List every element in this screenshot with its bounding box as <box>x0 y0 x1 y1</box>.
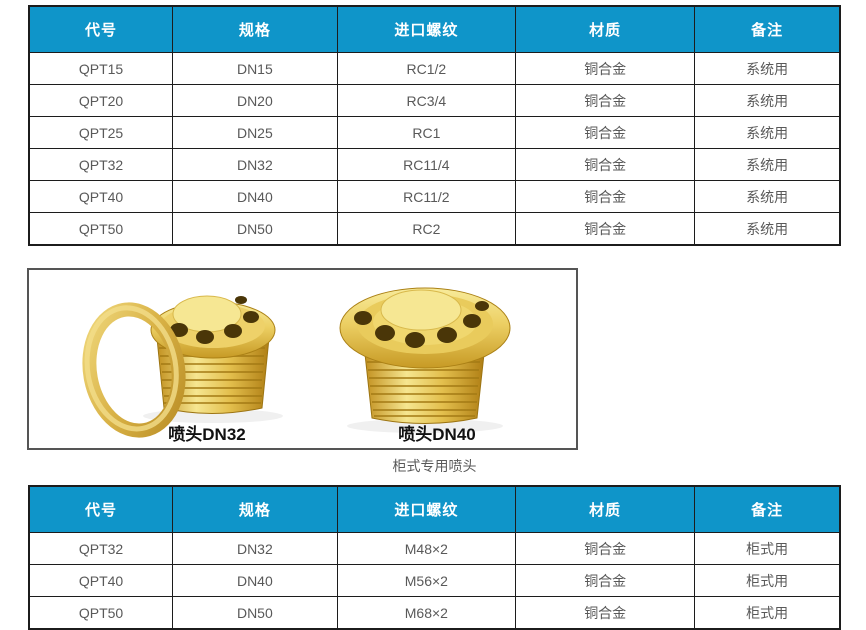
sprinkler-dn40-illustration <box>339 287 511 424</box>
table-cell: 系统用 <box>694 84 841 117</box>
column-header: 进口螺纹 <box>336 5 517 53</box>
column-header: 代号 <box>28 485 174 533</box>
table-cell: 系统用 <box>694 148 841 181</box>
table-cell: QPT50 <box>28 212 174 246</box>
column-header: 备注 <box>694 5 841 53</box>
table-cell: DN32 <box>172 148 338 181</box>
table-cell: DN50 <box>172 212 338 246</box>
table-cell: M56×2 <box>336 564 517 597</box>
table-cell: 柜式用 <box>694 596 841 630</box>
table-cell: 铜合金 <box>515 212 696 246</box>
column-header: 进口螺纹 <box>336 485 517 533</box>
table-cell: 系统用 <box>694 116 841 149</box>
table-row: QPT15 DN15 RC1/2 铜合金 系统用 <box>28 52 841 85</box>
column-header: 材质 <box>515 5 696 53</box>
table-row: QPT40 DN40 M56×2 铜合金 柜式用 <box>28 564 841 597</box>
table-cell: QPT40 <box>28 180 174 213</box>
table-cell: DN40 <box>172 564 338 597</box>
table-cell: 铜合金 <box>515 148 696 181</box>
table-header-row: 代号 规格 进口螺纹 材质 备注 <box>28 5 841 53</box>
brass-sprinkler-photo <box>82 287 511 438</box>
table-cell: 柜式用 <box>694 564 841 597</box>
system-sprinkler-spec-table: 代号 规格 进口螺纹 材质 备注 QPT15 DN15 RC1/2 铜合金 系统用 QPT20 DN2… <box>28 5 841 246</box>
table-cell: DN40 <box>172 180 338 213</box>
table-cell: M48×2 <box>336 532 517 565</box>
table-cell: RC11/4 <box>336 148 517 181</box>
table-cell: 系统用 <box>694 180 841 213</box>
table-row: QPT50 DN50 RC2 铜合金 系统用 <box>28 212 841 246</box>
table-cell: QPT32 <box>28 148 174 181</box>
table-cell: 铜合金 <box>515 564 696 597</box>
table-cell: 铜合金 <box>515 532 696 565</box>
table-cell: RC2 <box>336 212 517 246</box>
figure-caption: 柜式专用喷头 <box>392 458 477 474</box>
table-cell: DN15 <box>172 52 338 85</box>
table-row: QPT20 DN20 RC3/4 铜合金 系统用 <box>28 84 841 117</box>
table-cell: QPT50 <box>28 596 174 630</box>
sprinkler-dn32-illustration <box>150 295 276 414</box>
table-row: QPT32 DN32 RC11/4 铜合金 系统用 <box>28 148 841 181</box>
figure-section: 喷头DN32 喷头DN40 柜式专用喷头 <box>0 268 866 476</box>
table-cell: 铜合金 <box>515 52 696 85</box>
figure-label-dn32: 喷头DN32 <box>168 425 246 444</box>
table-cell: QPT15 <box>28 52 174 85</box>
figure-label-dn40: 喷头DN40 <box>398 425 476 444</box>
table-cell: RC3/4 <box>336 84 517 117</box>
table-cell: DN50 <box>172 596 338 630</box>
table-cell: 柜式用 <box>694 532 841 565</box>
table-cell: RC1 <box>336 116 517 149</box>
table-cell: RC1/2 <box>336 52 517 85</box>
table-cell: DN25 <box>172 116 338 149</box>
table-cell: QPT32 <box>28 532 174 565</box>
table-cell: QPT25 <box>28 116 174 149</box>
table-cell: QPT20 <box>28 84 174 117</box>
seal-ring-illustration <box>82 302 186 438</box>
table-row: QPT25 DN25 RC1 铜合金 系统用 <box>28 116 841 149</box>
table-cell: QPT40 <box>28 564 174 597</box>
table-row: QPT32 DN32 M48×2 铜合金 柜式用 <box>28 532 841 565</box>
table-cell: 铜合金 <box>515 180 696 213</box>
table-cell: M68×2 <box>336 596 517 630</box>
column-header: 代号 <box>28 5 174 53</box>
cabinet-sprinkler-spec-table: 代号 规格 进口螺纹 材质 备注 QPT32 DN32 M48×2 铜合金 柜式用 QPT40 DN4… <box>28 485 841 630</box>
table-row: QPT40 DN40 RC11/2 铜合金 系统用 <box>28 180 841 213</box>
table-cell: 系统用 <box>694 212 841 246</box>
product-spec-page: 代号 规格 进口螺纹 材质 备注 QPT15 DN15 RC1/2 铜合金 系统用 QPT20 DN2… <box>0 5 866 630</box>
column-header: 规格 <box>172 485 338 533</box>
table-cell: DN32 <box>172 532 338 565</box>
table-cell: 铜合金 <box>515 84 696 117</box>
product-photo-box: 喷头DN32 喷头DN40 <box>27 268 578 450</box>
table-row: QPT50 DN50 M68×2 铜合金 柜式用 <box>28 596 841 630</box>
column-header: 材质 <box>515 485 696 533</box>
column-header: 备注 <box>694 485 841 533</box>
table-header-row: 代号 规格 进口螺纹 材质 备注 <box>28 485 841 533</box>
column-header: 规格 <box>172 5 338 53</box>
table-cell: 铜合金 <box>515 596 696 630</box>
table-cell: 系统用 <box>694 52 841 85</box>
table-cell: DN20 <box>172 84 338 117</box>
table-cell: RC11/2 <box>336 180 517 213</box>
table-cell: 铜合金 <box>515 116 696 149</box>
